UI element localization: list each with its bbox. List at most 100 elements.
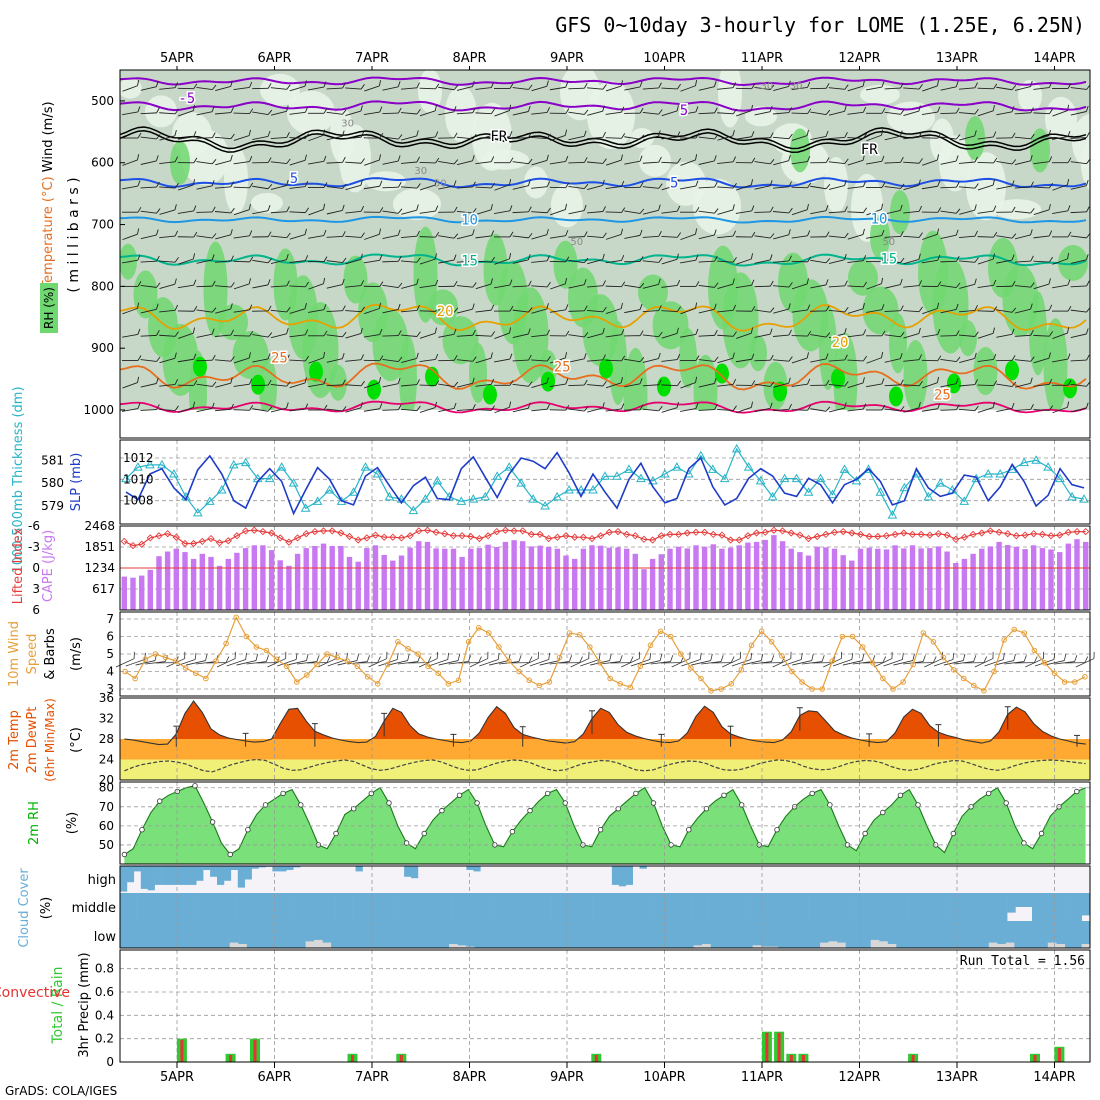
rh-moist-patch xyxy=(819,306,837,391)
thickness-marker xyxy=(324,484,335,494)
t2m-tick-label: 28 xyxy=(99,732,114,746)
wind-barb-flag xyxy=(955,229,959,236)
li-marker xyxy=(986,527,995,535)
wind-barb xyxy=(903,232,923,238)
wind-barb-shaft xyxy=(717,186,734,189)
li-marker xyxy=(960,533,969,541)
wind-speed-marker xyxy=(728,681,735,687)
wind-barb-flag xyxy=(193,231,198,238)
wind-barb-shaft xyxy=(698,210,715,214)
wind-barb-flag xyxy=(397,134,403,140)
wind-barb-flag xyxy=(564,277,568,284)
wind-barb-shaft xyxy=(345,407,362,413)
wind-barb-flag xyxy=(156,134,161,140)
wind-barb-flag xyxy=(899,353,903,359)
wind-barb-flag xyxy=(342,331,347,338)
wind-barb xyxy=(196,354,216,362)
wind-barb-shaft xyxy=(772,136,790,140)
wind-barb-shaft xyxy=(382,186,399,189)
wind-barb xyxy=(977,205,997,214)
wind-barb xyxy=(345,131,365,140)
wind-barb-shaft xyxy=(772,186,790,189)
wind-speed-marker xyxy=(1051,670,1058,677)
wind-speed-marker xyxy=(698,675,704,682)
wind-speed-marker xyxy=(465,639,472,645)
cape-bar xyxy=(234,552,240,610)
cloud-bar xyxy=(230,866,239,870)
wind-barb-shaft xyxy=(680,333,696,338)
cloud-low-gap xyxy=(988,942,998,948)
wind-speed-marker xyxy=(576,632,583,638)
cloud-bar xyxy=(404,866,412,877)
wind-barb-flag xyxy=(974,405,979,411)
wind-barb-flag xyxy=(342,156,346,163)
wind-barb-flag xyxy=(918,402,921,408)
wind-barb-flag xyxy=(174,230,179,237)
wind-barb-flag xyxy=(620,154,623,161)
wind10m-barb xyxy=(610,656,634,664)
wind-barb-shaft xyxy=(866,383,882,388)
cape-bar xyxy=(121,576,127,610)
wind-barb-flag xyxy=(1067,131,1071,137)
wind-barb-flag xyxy=(676,105,679,112)
wind-barb-shaft xyxy=(754,333,771,338)
wind-barb-flag xyxy=(565,230,569,236)
thickness-marker xyxy=(300,503,311,512)
wind-barb-shaft xyxy=(438,408,455,412)
cloud-bar xyxy=(639,866,647,869)
cape-bar xyxy=(831,548,838,610)
wind-barb xyxy=(754,328,773,338)
wind-barb-shaft xyxy=(494,184,510,191)
wind-barb xyxy=(828,354,848,362)
wind-barb-flag xyxy=(769,381,775,387)
cloud-bar xyxy=(957,893,966,921)
wind10m-barb xyxy=(953,655,977,665)
wind-barb-shaft xyxy=(196,235,213,239)
wind-barb-flag xyxy=(528,206,532,212)
wind-barb-shaft xyxy=(196,137,213,139)
temp-contour-20 xyxy=(120,303,1087,332)
wind-barb-shaft xyxy=(214,211,232,214)
cloud-bar xyxy=(368,893,378,921)
wind-barb-flag xyxy=(750,253,754,260)
rh2m-marker xyxy=(139,827,145,833)
wind-barb-shaft xyxy=(940,308,957,314)
wind-speed-marker xyxy=(1041,660,1048,666)
wind-barb xyxy=(456,229,475,240)
rh2m-marker xyxy=(192,783,198,789)
wind-barb-flag xyxy=(230,181,234,187)
wind-barb-shaft xyxy=(698,308,715,314)
wind-speed-marker xyxy=(385,661,391,668)
wind-barb-flag xyxy=(267,305,272,312)
li-marker xyxy=(276,534,284,542)
wind-speed-marker xyxy=(667,633,674,640)
wind-barb xyxy=(438,84,459,91)
wind-barb-flag xyxy=(844,381,849,387)
wind10m-barb xyxy=(630,652,652,667)
wind-barb xyxy=(289,154,307,166)
cloud-bar xyxy=(426,893,436,921)
wind-barb xyxy=(1070,105,1089,116)
wind-barb-flag xyxy=(714,107,718,114)
wind-barb-shaft xyxy=(884,260,901,264)
cloud-bar xyxy=(1023,893,1033,907)
wind-speed-marker xyxy=(405,646,411,652)
wind10m-barb-shaft xyxy=(1004,661,1025,665)
wind-barb-shaft xyxy=(382,284,399,288)
wind-barb-flag xyxy=(546,329,551,336)
li-marker xyxy=(778,527,787,535)
wind-barb-shaft xyxy=(456,210,473,214)
cape-bar xyxy=(684,548,690,610)
wind-barb xyxy=(642,130,661,141)
wind10m-label-1: 10m Wind xyxy=(7,621,22,687)
wind-speed-marker xyxy=(748,642,755,649)
wind10m-barb-shaft xyxy=(418,658,438,668)
wind-barb xyxy=(122,106,141,116)
wind-barb xyxy=(977,131,997,140)
wind-barb-flag xyxy=(825,83,830,89)
wind-barb-shaft xyxy=(791,112,808,115)
wind-barb xyxy=(326,109,347,115)
wind-barb-flag xyxy=(528,381,533,387)
wind-barb-shaft xyxy=(773,308,789,314)
wind-barb xyxy=(847,355,868,362)
